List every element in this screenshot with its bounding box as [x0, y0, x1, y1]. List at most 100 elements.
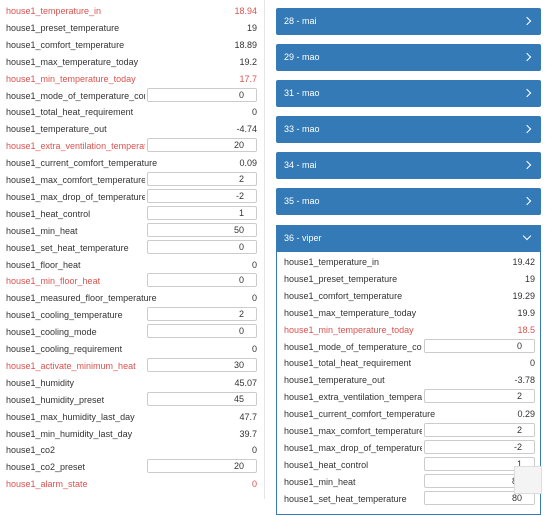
panel-header[interactable]: 35 - mao [276, 188, 541, 215]
setting-label: house1_current_comfort_temperature [6, 158, 158, 169]
setting-row: house1_cooling_mode 0 [6, 324, 257, 340]
setting-input[interactable]: 0 [147, 273, 257, 288]
divider [264, 0, 265, 499]
chevron-icon [522, 52, 532, 62]
setting-input[interactable]: 2 [424, 389, 535, 404]
setting-label: house1_min_floor_heat [6, 276, 101, 287]
setting-input[interactable]: 50 [147, 222, 257, 237]
setting-row: house1_max_comfort_temperature 2 [284, 423, 535, 439]
panel-title: 29 - mao [284, 52, 320, 62]
setting-input[interactable]: 0 [147, 239, 257, 254]
setting-row: house1_mode_of_temperature_control0 [6, 87, 257, 104]
setting-row: house1_cooling_requirement 0 [6, 341, 257, 357]
setting-label: house1_temperature_out [6, 124, 107, 135]
panel-header[interactable]: 36 - viper [276, 225, 541, 252]
setting-value: 0.29 [517, 409, 535, 420]
setting-row: house1_comfort_temperature 18.89 [6, 37, 257, 53]
setting-label: house1_alarm_state [6, 479, 88, 490]
setting-label: house1_max_comfort_temperature [284, 426, 422, 436]
setting-label: house1_max_drop_of_temperature [284, 442, 422, 453]
setting-label: house1_extra_ventilation_temperature [284, 392, 422, 403]
setting-value: 18.5 [517, 324, 535, 335]
setting-row: house1_preset_temperature 19 [284, 271, 535, 287]
setting-value: 45.07 [234, 377, 257, 388]
panel-header[interactable]: 33 - mao [276, 116, 541, 143]
setting-label: house1_preset_temperature [6, 22, 120, 33]
setting-input[interactable]: 2 [424, 423, 535, 437]
chevron-icon [522, 124, 532, 134]
setting-row: house1_max_humidity_last_day 47.7 [6, 409, 257, 425]
setting-row: house1_activate_minimum_heat 30 [6, 357, 257, 374]
setting-label: house1_co2 [6, 445, 56, 456]
setting-label: house1_heat_control [6, 208, 91, 219]
chevron-icon [522, 88, 532, 98]
setting-row: house1_floor_heat 0 [6, 257, 257, 273]
setting-input[interactable]: 0 [147, 87, 257, 102]
setting-value: 0 [251, 344, 257, 354]
setting-value: 0 [251, 445, 257, 456]
setting-label: house1_cooling_requirement [6, 344, 123, 354]
setting-input[interactable]: -2 [147, 188, 257, 203]
setting-input[interactable]: 2 [147, 307, 257, 322]
setting-row: house1_heat_control 1 [284, 456, 535, 473]
setting-value: 39.7 [239, 428, 257, 439]
setting-row: house1_current_comfort_temperature 0.09 [6, 155, 257, 171]
setting-value: -4.74 [236, 124, 257, 135]
setting-value: 0 [251, 107, 257, 118]
setting-row: house1_min_floor_heat 0 [6, 273, 257, 289]
setting-label: house1_total_heat_requirement [284, 358, 412, 369]
setting-row: house1_min_heat 50 [6, 222, 257, 239]
setting-input[interactable]: 20 [147, 138, 257, 153]
chevron-icon [522, 160, 532, 170]
panel-title: 36 - viper [284, 233, 322, 243]
setting-value: 19.2 [239, 56, 257, 67]
setting-row: house1_max_comfort_temperature 2 [6, 172, 257, 188]
panel-title: 35 - mao [284, 196, 320, 206]
setting-value: 0 [251, 293, 257, 304]
setting-value: 19.42 [512, 257, 535, 267]
setting-label: house1_min_heat [6, 225, 78, 236]
setting-input[interactable]: 2 [147, 172, 257, 186]
setting-label: house1_max_comfort_temperature [6, 175, 145, 185]
setting-input[interactable]: -2 [424, 439, 535, 454]
setting-input[interactable]: 20 [147, 459, 257, 474]
setting-label: house1_temperature_in [284, 257, 380, 267]
setting-row: house1_extra_ventilation_temperature 20 [6, 138, 257, 154]
setting-input[interactable]: 1 [147, 205, 257, 220]
setting-label: house1_mode_of_temperature_control [284, 341, 422, 352]
setting-label: house1_total_heat_requirement [6, 107, 134, 118]
panel-title: 31 - mao [284, 88, 320, 98]
setting-value: 19.29 [512, 290, 535, 301]
setting-row: house1_temperature_in 19.42 [284, 254, 535, 270]
setting-label: house1_max_drop_of_temperature [6, 191, 145, 202]
setting-label: house1_min_heat [284, 476, 356, 487]
settings-button[interactable] [514, 466, 542, 494]
setting-value: 47.7 [239, 411, 257, 422]
setting-row: house1_co2 0 [6, 442, 257, 458]
setting-value: 0 [251, 259, 257, 270]
panel-header[interactable]: 34 - mai [276, 152, 541, 179]
setting-value: 19.9 [517, 307, 535, 318]
panel-header[interactable]: 28 - mai [276, 8, 541, 35]
setting-value: -3.78 [514, 375, 535, 386]
setting-row: house1_heat_control 1 [6, 205, 257, 222]
setting-label: house1_max_humidity_last_day [6, 411, 135, 422]
setting-row: house1_humidity_preset 45 [6, 391, 257, 408]
setting-row: house1_min_temperature_today 17.7 [6, 71, 257, 87]
setting-label: house1_temperature_in [6, 6, 102, 16]
panel-title: 28 - mai [284, 16, 317, 26]
setting-value: 18.89 [234, 39, 257, 50]
setting-input[interactable]: 0 [147, 324, 257, 339]
setting-value: 19 [524, 273, 535, 284]
panel-header[interactable]: 31 - mao [276, 80, 541, 107]
setting-input[interactable]: 30 [147, 357, 257, 372]
panel-header[interactable]: 29 - mao [276, 44, 541, 71]
setting-label: house1_co2_preset [6, 462, 86, 473]
setting-input[interactable]: 45 [147, 391, 257, 406]
setting-input[interactable]: 1 [424, 456, 535, 471]
setting-label: house1_cooling_mode [6, 327, 97, 338]
setting-input[interactable]: 0 [424, 338, 535, 353]
setting-label: house1_max_temperature_today [6, 56, 139, 67]
setting-value: 0 [529, 358, 535, 369]
setting-label: house1_max_temperature_today [284, 307, 417, 318]
